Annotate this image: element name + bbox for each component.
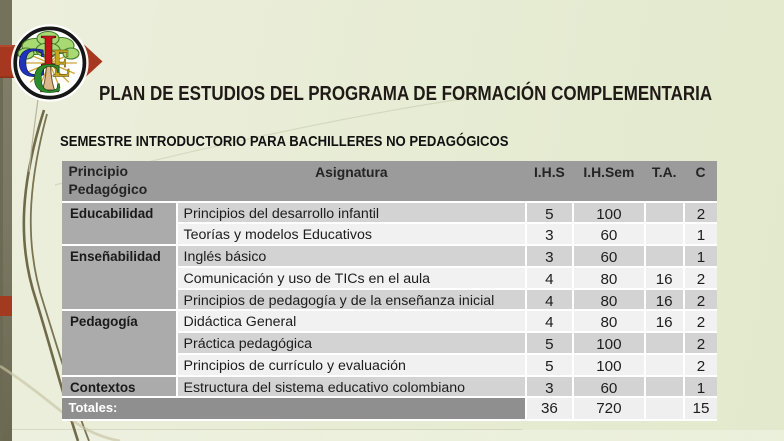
svg-text:E: E [52,43,70,86]
svg-text:C: C [32,57,62,103]
svg-text:I: I [40,26,58,76]
svg-text:C: C [17,39,47,85]
